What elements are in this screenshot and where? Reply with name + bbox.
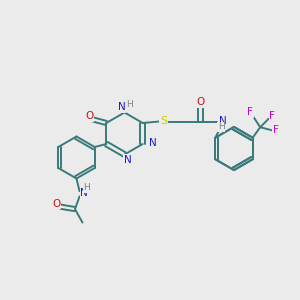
Text: O: O bbox=[85, 111, 93, 122]
Text: O: O bbox=[196, 97, 205, 107]
Text: O: O bbox=[52, 199, 61, 209]
Text: F: F bbox=[269, 111, 275, 121]
Text: N: N bbox=[149, 138, 157, 148]
Text: N: N bbox=[124, 155, 132, 165]
Text: N: N bbox=[118, 102, 125, 112]
Text: H: H bbox=[84, 183, 90, 192]
Text: N: N bbox=[80, 188, 88, 198]
Text: N: N bbox=[219, 116, 226, 126]
Text: H: H bbox=[127, 100, 133, 109]
Text: H: H bbox=[218, 122, 225, 131]
Text: F: F bbox=[248, 107, 253, 117]
Text: F: F bbox=[273, 125, 279, 135]
Text: S: S bbox=[160, 116, 167, 126]
